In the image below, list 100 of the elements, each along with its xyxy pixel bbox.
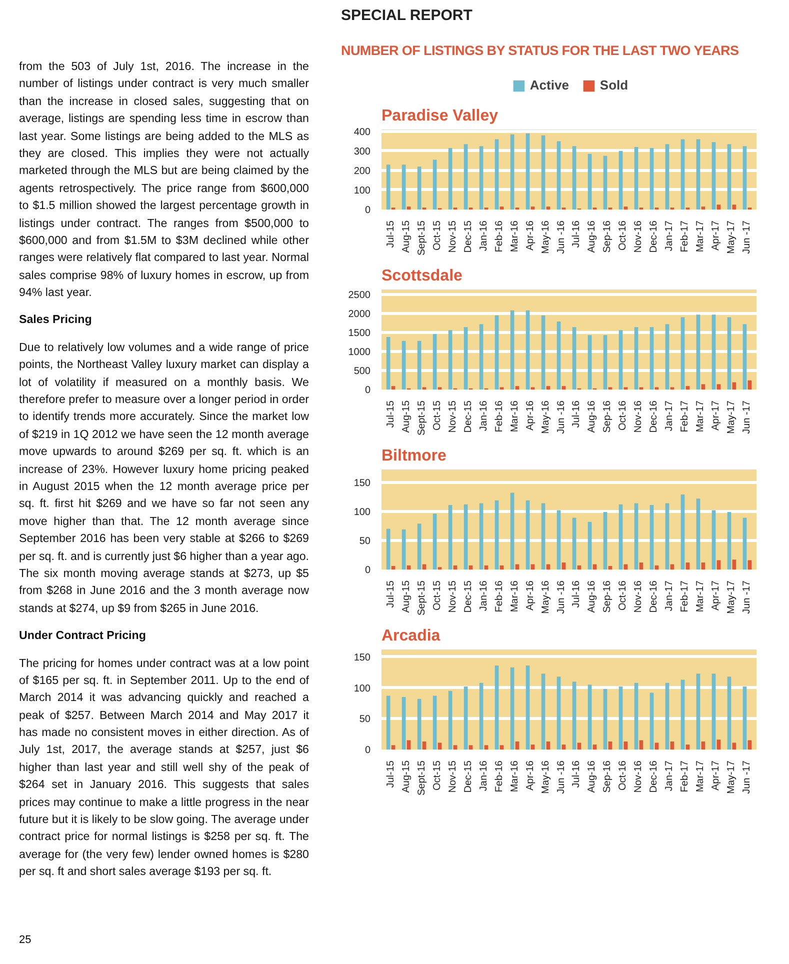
bar (634, 327, 638, 390)
x-tick-label: Jan-16 (478, 220, 490, 252)
x-tick-label: Jun -17 (742, 760, 753, 794)
x-tick-label: Mar-16 (509, 220, 520, 252)
x-tick-label: Jan-16 (478, 400, 490, 432)
x-tick-label: Jun -16 (556, 580, 567, 614)
bar (701, 741, 706, 750)
x-tick-label: Jun -17 (742, 400, 753, 434)
bar (696, 314, 700, 390)
bar (556, 510, 561, 570)
x-tick-label: Sep-16 (602, 580, 614, 613)
bar (665, 324, 670, 390)
bar (448, 690, 452, 750)
bar (634, 503, 638, 570)
bar (712, 510, 716, 570)
bar (546, 386, 550, 390)
bar (479, 324, 484, 390)
y-tick-label: 100 (354, 683, 371, 694)
bar (448, 504, 452, 570)
bar (417, 166, 422, 210)
bar (494, 666, 499, 750)
bar (479, 146, 484, 210)
x-tick-label: Jul-15 (385, 760, 396, 788)
bar (479, 503, 484, 570)
bar (464, 144, 468, 210)
bar (468, 745, 473, 750)
bar (577, 742, 582, 750)
x-tick-label: Dec-15 (462, 580, 474, 613)
bar (650, 504, 654, 570)
bar (712, 314, 716, 390)
bar (572, 682, 576, 750)
x-tick-label: Nov-16 (633, 400, 644, 433)
bar (464, 327, 468, 390)
x-tick-label: Mar-16 (509, 400, 520, 432)
x-tick-label: Apr-17 (710, 220, 722, 251)
x-tick-label: Feb-16 (494, 580, 505, 612)
bar (634, 682, 638, 750)
bar (727, 144, 732, 210)
bar (701, 562, 706, 570)
bar (618, 504, 623, 570)
bar (510, 134, 514, 210)
x-tick-label: Dec-15 (462, 760, 474, 793)
x-tick-label: Oct-16 (618, 580, 629, 611)
x-tick-label: Dec-16 (648, 220, 660, 253)
x-tick-label: Apr-16 (524, 220, 536, 251)
x-tick-label: Feb-16 (494, 400, 505, 432)
bar (572, 518, 576, 570)
bar (494, 315, 499, 390)
bar (592, 744, 597, 750)
chart-title: Biltmore (382, 448, 446, 464)
chart-title: Arcadia (382, 628, 440, 644)
bar (541, 503, 546, 570)
bar (603, 689, 608, 750)
x-tick-label: Oct-16 (618, 400, 629, 431)
bar (484, 745, 488, 750)
x-tick-label: Jul-15 (385, 220, 396, 248)
bar (654, 742, 659, 750)
x-tick-label: Aug-16 (586, 760, 598, 793)
x-tick-label: Jun -16 (556, 220, 567, 254)
bar (624, 206, 628, 210)
y-tick-label: 150 (354, 652, 371, 664)
bar (588, 522, 592, 570)
bar (391, 386, 396, 390)
y-tick-label: 2500 (348, 290, 371, 301)
x-tick-label: Jan-17 (664, 580, 676, 612)
bar (588, 154, 592, 210)
bar (432, 696, 437, 750)
bar (634, 147, 638, 210)
bar (665, 144, 670, 210)
x-tick-label: Sept-15 (416, 580, 428, 616)
x-tick-label: Feb-17 (680, 400, 691, 432)
x-tick-label: Jul-16 (571, 580, 582, 608)
x-tick-label: Jun -17 (742, 580, 753, 614)
y-tick-label: 150 (354, 478, 371, 489)
bar (386, 164, 390, 210)
bar (530, 744, 535, 750)
x-tick-label: Mar-16 (509, 580, 520, 612)
x-tick-label: Oct-15 (432, 760, 443, 791)
x-tick-label: Jul-16 (571, 220, 582, 248)
y-tick-label: 1000 (348, 346, 371, 358)
y-tick-label: 2000 (348, 308, 371, 320)
bar (665, 503, 670, 570)
y-tick-label: 0 (364, 745, 371, 756)
bar (603, 512, 608, 570)
x-tick-label: May-16 (540, 220, 552, 254)
x-tick-label: Nov-16 (633, 580, 644, 613)
bar (541, 135, 546, 210)
bar (556, 141, 561, 210)
x-tick-label: May-16 (540, 400, 552, 434)
bar (727, 676, 732, 750)
bar (686, 562, 690, 570)
x-tick-label: Apr-17 (710, 580, 722, 611)
bar (526, 666, 530, 750)
bar (618, 686, 623, 750)
bar (417, 340, 422, 390)
bar (515, 741, 520, 750)
bar (562, 386, 566, 390)
bar (402, 697, 406, 750)
x-tick-label: May-16 (540, 760, 552, 794)
x-tick-label: Jun -16 (556, 760, 567, 794)
